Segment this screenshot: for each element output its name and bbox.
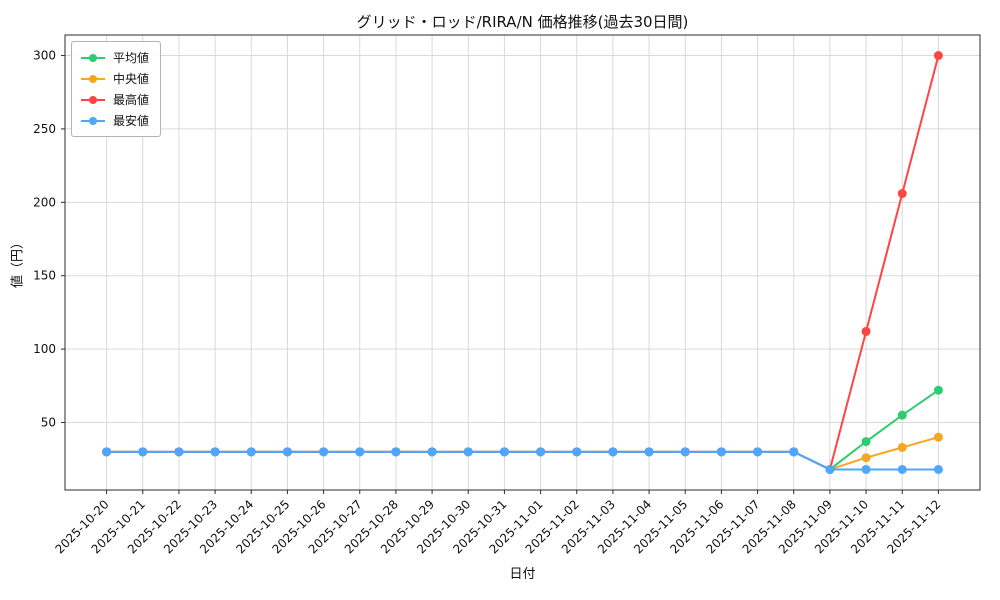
axes-border (64, 34, 981, 491)
legend-marker-max (81, 95, 105, 104)
legend-item-median: 中央値 (80, 70, 149, 87)
y-axis-label: 値（円） (10, 235, 26, 289)
legend-item-max: 最高値 (80, 91, 149, 108)
series-median (102, 432, 943, 474)
svg-text:150: 150 (33, 269, 56, 283)
series-average (102, 385, 943, 474)
legend: 平均値 中央値 最高値 最安値 (71, 41, 162, 137)
svg-text:200: 200 (33, 195, 56, 209)
y-tick-labels: 50 100 150 200 250 300 (33, 49, 65, 429)
legend-label-max: 最高値 (113, 93, 150, 107)
legend-item-average: 平均値 (80, 49, 149, 66)
svg-text:300: 300 (33, 49, 56, 63)
series-max (102, 51, 943, 474)
svg-text:100: 100 (33, 342, 56, 356)
legend-label-median: 中央値 (113, 72, 150, 86)
legend-label-average: 平均値 (113, 51, 150, 65)
svg-text:50: 50 (41, 415, 56, 429)
svg-text:250: 250 (33, 122, 56, 136)
series-min (102, 447, 943, 474)
x-axis-label: 日付 (509, 567, 536, 582)
legend-label-min: 最安値 (113, 114, 150, 128)
x-tick-labels: 2025-10-202025-10-212025-10-222025-10-23… (52, 490, 944, 556)
legend-marker-average (81, 53, 105, 62)
legend-item-min: 最安値 (80, 112, 149, 129)
legend-marker-min (81, 116, 105, 125)
legend-marker-median (81, 74, 105, 83)
chart-title: グリッド・ロッド/RIRA/N 価格推移(過去30日間) (356, 13, 689, 31)
